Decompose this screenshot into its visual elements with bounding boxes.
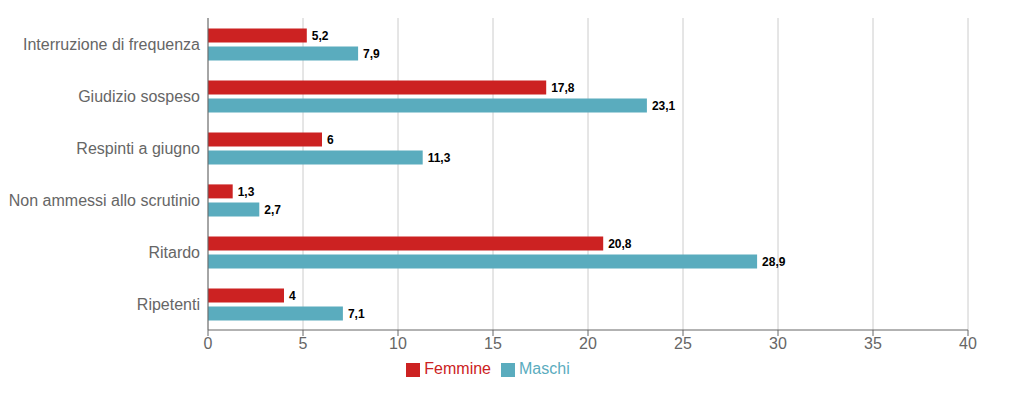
svg-text:4: 4 bbox=[289, 289, 296, 303]
svg-text:Ripetenti: Ripetenti bbox=[137, 296, 200, 313]
svg-text:Ritardo: Ritardo bbox=[148, 244, 200, 261]
svg-text:1,3: 1,3 bbox=[238, 185, 255, 199]
svg-text:2,7: 2,7 bbox=[264, 203, 281, 217]
svg-text:7,1: 7,1 bbox=[348, 307, 365, 321]
svg-text:Giudizio sospeso: Giudizio sospeso bbox=[78, 88, 200, 105]
svg-text:0: 0 bbox=[204, 335, 213, 352]
html-text:Femmine: Femmine bbox=[424, 360, 491, 377]
svg-text:5: 5 bbox=[299, 335, 308, 352]
svg-text:28,9: 28,9 bbox=[762, 255, 786, 269]
svg-text:17,8: 17,8 bbox=[551, 81, 575, 95]
svg-text:23,1: 23,1 bbox=[652, 99, 676, 113]
html-text:Maschi: Maschi bbox=[519, 360, 570, 377]
svg-text:7,9: 7,9 bbox=[363, 47, 380, 61]
svg-text:35: 35 bbox=[864, 335, 882, 352]
svg-text:20: 20 bbox=[579, 335, 597, 352]
svg-text:40: 40 bbox=[959, 335, 977, 352]
svg-text:11,3: 11,3 bbox=[428, 151, 451, 165]
svg-text:6: 6 bbox=[327, 133, 334, 147]
svg-text:5,2: 5,2 bbox=[312, 29, 329, 43]
svg-text:25: 25 bbox=[674, 335, 692, 352]
svg-text:Respinti a giugno: Respinti a giugno bbox=[76, 140, 200, 157]
svg-text:Interruzione di frequenza: Interruzione di frequenza bbox=[23, 36, 200, 53]
svg-text:Non ammessi allo scrutinio: Non ammessi allo scrutinio bbox=[9, 192, 200, 209]
svg-text:10: 10 bbox=[389, 335, 407, 352]
svg-text:20,8: 20,8 bbox=[608, 237, 632, 251]
svg-text:30: 30 bbox=[769, 335, 787, 352]
svg-text:15: 15 bbox=[484, 335, 502, 352]
